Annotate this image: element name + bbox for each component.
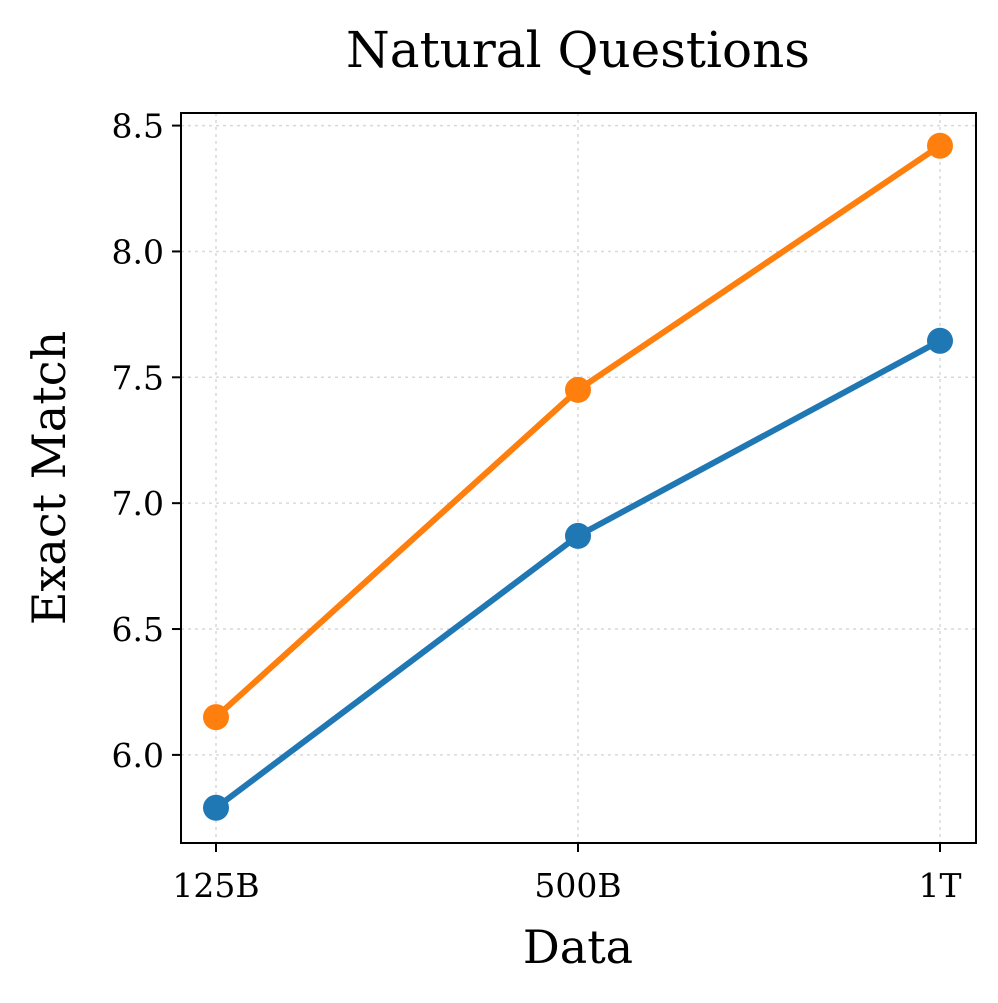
y-tick-label: 6.5	[112, 610, 164, 649]
y-tick-label: 8.0	[112, 232, 164, 271]
chart-title: Natural Questions	[346, 21, 810, 79]
y-tick-label: 7.5	[112, 358, 164, 397]
x-tick-label: 1T	[918, 866, 961, 905]
y-axis-ticks: 6.0 6.5 7.0 7.5 8.0 8.5	[112, 107, 181, 775]
series-2	[203, 132, 953, 731]
x-axis-ticks: 125B 500B 1T	[172, 843, 962, 905]
data-point	[565, 522, 591, 549]
data-point	[203, 704, 229, 731]
series-1	[203, 327, 953, 821]
y-tick-label: 8.5	[112, 107, 164, 146]
data-point	[203, 794, 229, 821]
data-point	[927, 327, 953, 354]
x-tick-label: 125B	[172, 866, 259, 905]
data-point	[565, 376, 591, 403]
data-point	[927, 132, 953, 159]
x-tick-label: 500B	[534, 866, 621, 905]
y-tick-label: 7.0	[112, 484, 164, 523]
y-tick-label: 6.0	[112, 736, 164, 775]
series-layer	[203, 132, 953, 821]
grid	[181, 113, 976, 843]
x-axis-label: Data	[523, 920, 633, 974]
y-axis-label: Exact Match	[22, 331, 76, 625]
